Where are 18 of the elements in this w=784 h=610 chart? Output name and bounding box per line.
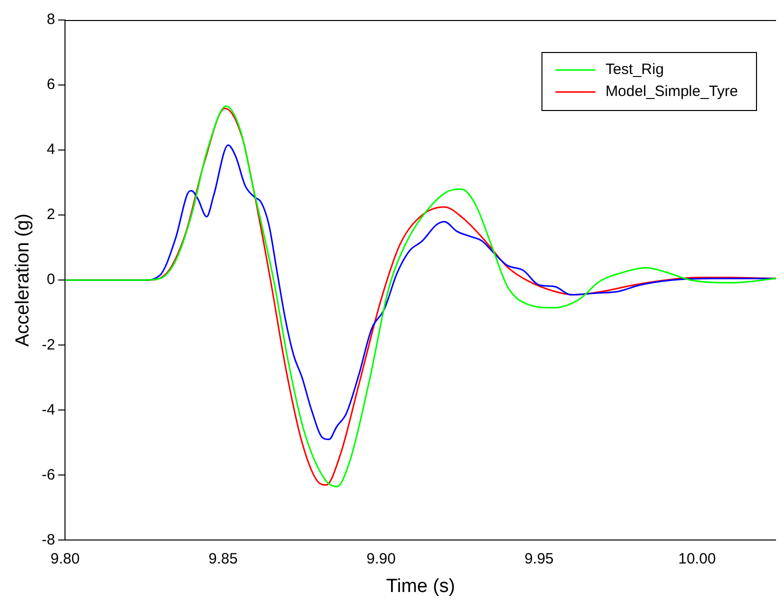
- x-tick-label: 9.95: [524, 550, 554, 568]
- y-tick-label: 4: [46, 141, 56, 158]
- y-axis-title: Acceleration (g): [12, 214, 34, 347]
- x-axis-title: Time (s): [386, 576, 456, 597]
- y-tick-label: 8: [46, 11, 56, 28]
- y-tick-label: 0: [46, 271, 56, 288]
- y-tick-label: 6: [46, 76, 56, 94]
- x-tick-label: 9.85: [208, 550, 238, 568]
- y-tick-label: -4: [42, 401, 56, 418]
- legend-label: Test_Rig: [605, 61, 664, 78]
- legend-label: Model_Simple_Tyre: [605, 83, 738, 100]
- y-tick-label: -6: [42, 466, 56, 484]
- x-tick-label: 10.00: [678, 550, 716, 568]
- y-tick-label: -8: [42, 531, 56, 548]
- y-tick-label: -2: [42, 336, 56, 354]
- y-tick-label: 2: [46, 206, 56, 224]
- x-tick-label: 9.80: [50, 550, 80, 568]
- x-tick-label: 9.90: [366, 550, 396, 568]
